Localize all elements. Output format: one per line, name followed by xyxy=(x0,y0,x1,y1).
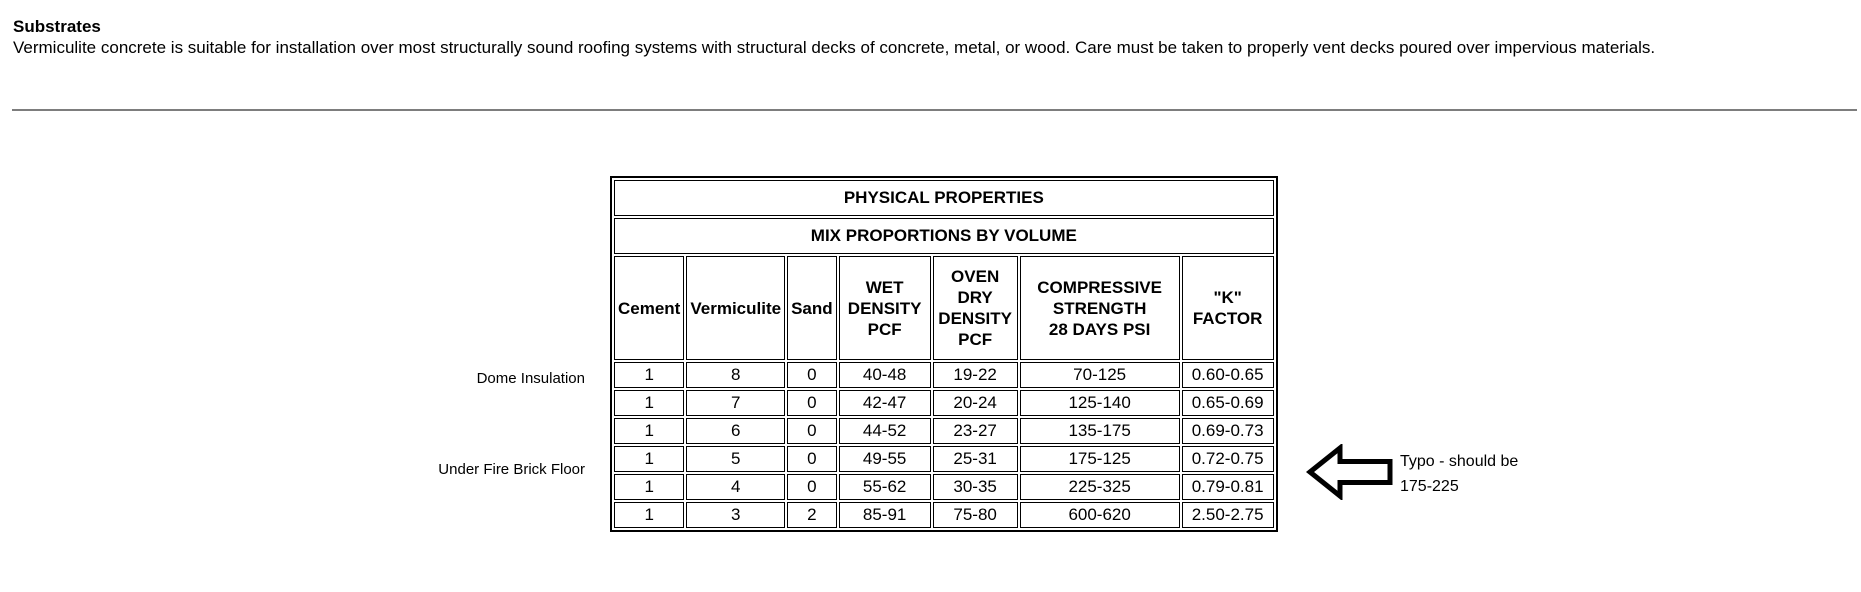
table-cell: 0.65-0.69 xyxy=(1181,390,1274,416)
table-cell: 55-62 xyxy=(838,474,931,500)
table-cell: 19-22 xyxy=(932,362,1018,388)
column-header-vermiculite: Vermiculite xyxy=(686,256,786,360)
table-cell: 0 xyxy=(787,418,837,444)
table-cell: 2 xyxy=(787,502,837,528)
table-cell: 49-55 xyxy=(838,446,931,472)
table-row: 1 3 2 85-91 75-80 600-620 2.50-2.75 xyxy=(614,502,1274,528)
table-row: 1 4 0 55-62 30-35 225-325 0.79-0.81 xyxy=(614,474,1274,500)
table-cell: 44-52 xyxy=(838,418,931,444)
table-row-typo: 1 5 0 49-55 25-31 175-125 0.72-0.75 xyxy=(614,446,1274,472)
table-cell: 40-48 xyxy=(838,362,931,388)
horizontal-divider xyxy=(12,109,1857,111)
row-group-label-dome-insulation: Dome Insulation xyxy=(476,370,585,387)
table-row: 1 6 0 44-52 23-27 135-175 0.69-0.73 xyxy=(614,418,1274,444)
column-header-cement: Cement xyxy=(614,256,685,360)
table-cell-typo-value: 175-125 xyxy=(1019,446,1180,472)
column-header-sand: Sand xyxy=(787,256,837,360)
table-cell: 0 xyxy=(787,362,837,388)
column-header-wet-density: WET DENSITY PCF xyxy=(838,256,931,360)
table-cell: 1 xyxy=(614,418,685,444)
table-cell: 75-80 xyxy=(932,502,1018,528)
table-cell: 0.60-0.65 xyxy=(1181,362,1274,388)
table-row: 1 8 0 40-48 19-22 70-125 0.60-0.65 xyxy=(614,362,1274,388)
table-header-row: Cement Vermiculite Sand WET DENSITY PCF … xyxy=(614,256,1274,360)
table-cell: 3 xyxy=(686,502,786,528)
typo-annotation-line2: 175-225 xyxy=(1400,478,1459,495)
table-cell: 1 xyxy=(614,390,685,416)
table-cell: 1 xyxy=(614,446,685,472)
table-cell: 85-91 xyxy=(838,502,931,528)
table-cell: 30-35 xyxy=(932,474,1018,500)
table-cell: 6 xyxy=(686,418,786,444)
table-title-row: PHYSICAL PROPERTIES xyxy=(614,180,1274,216)
table-cell: 0.72-0.75 xyxy=(1181,446,1274,472)
section-heading: Substrates xyxy=(13,17,101,36)
table-cell: 42-47 xyxy=(838,390,931,416)
section-paragraph: Vermiculite concrete is suitable for ins… xyxy=(13,38,1656,57)
table-title: PHYSICAL PROPERTIES xyxy=(614,180,1274,216)
column-header-compressive-strength: COMPRESSIVE STRENGTH 28 DAYS PSI xyxy=(1019,256,1180,360)
table-cell: 70-125 xyxy=(1019,362,1180,388)
table-cell: 7 xyxy=(686,390,786,416)
table-subtitle-row: MIX PROPORTIONS BY VOLUME xyxy=(614,218,1274,254)
typo-annotation-line1: Typo - should be xyxy=(1400,453,1519,470)
table-cell: 225-325 xyxy=(1019,474,1180,500)
column-header-k-factor: "K" FACTOR xyxy=(1181,256,1274,360)
table-cell: 5 xyxy=(686,446,786,472)
table-cell: 8 xyxy=(686,362,786,388)
table-cell: 0 xyxy=(787,446,837,472)
table-cell: 23-27 xyxy=(932,418,1018,444)
table-cell: 20-24 xyxy=(932,390,1018,416)
column-header-oven-dry-density: OVEN DRY DENSITY PCF xyxy=(932,256,1018,360)
table-cell: 0.79-0.81 xyxy=(1181,474,1274,500)
table-cell: 0.69-0.73 xyxy=(1181,418,1274,444)
table-row: 1 7 0 42-47 20-24 125-140 0.65-0.69 xyxy=(614,390,1274,416)
physical-properties-table: PHYSICAL PROPERTIES MIX PROPORTIONS BY V… xyxy=(610,176,1278,532)
table-subtitle: MIX PROPORTIONS BY VOLUME xyxy=(614,218,1274,254)
table-cell: 25-31 xyxy=(932,446,1018,472)
typo-annotation: Typo - should be 175-225 xyxy=(1400,449,1518,499)
table-cell: 2.50-2.75 xyxy=(1181,502,1274,528)
table-cell: 135-175 xyxy=(1019,418,1180,444)
row-group-label-under-fire-brick-floor: Under Fire Brick Floor xyxy=(438,461,585,478)
table-cell: 600-620 xyxy=(1019,502,1180,528)
table-cell: 1 xyxy=(614,502,685,528)
table-cell: 1 xyxy=(614,474,685,500)
table-cell: 0 xyxy=(787,474,837,500)
table-cell: 0 xyxy=(787,390,837,416)
left-block-arrow-icon xyxy=(1306,444,1393,500)
table-cell: 125-140 xyxy=(1019,390,1180,416)
table-cell: 4 xyxy=(686,474,786,500)
table-cell: 1 xyxy=(614,362,685,388)
